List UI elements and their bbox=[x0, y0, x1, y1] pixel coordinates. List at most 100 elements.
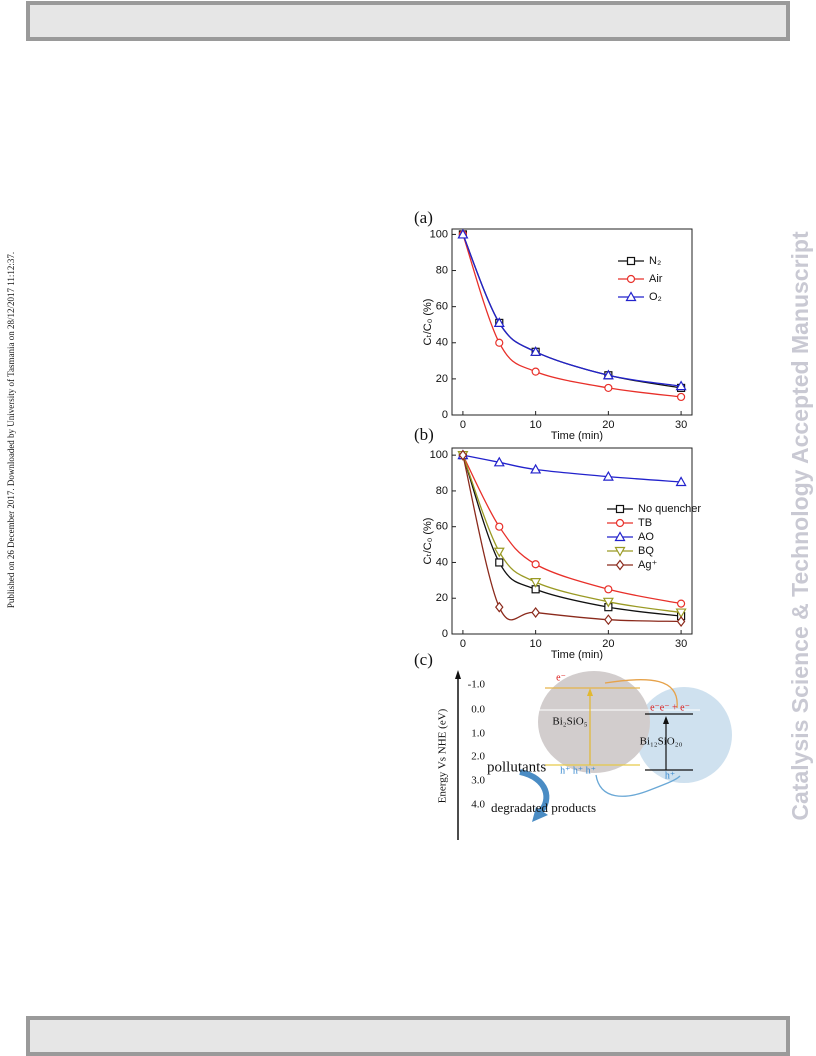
x-tick-label: 20 bbox=[602, 419, 614, 431]
arrow-head bbox=[532, 807, 548, 822]
arrow-head bbox=[455, 670, 461, 679]
hole-transfer bbox=[595, 774, 681, 797]
y-tick-label: 60 bbox=[436, 521, 448, 533]
y-axis-label: Cₜ/C₀ (%) bbox=[422, 299, 434, 346]
marker bbox=[531, 607, 540, 619]
y-tick-label: 20 bbox=[436, 592, 448, 604]
marker bbox=[625, 291, 637, 302]
series-line bbox=[462, 454, 682, 483]
plot-frame bbox=[451, 447, 693, 635]
marker bbox=[675, 380, 687, 391]
chart: 0 20 40 60 80 100 0 10 20 30 Time (min) Cₜ/C₀ (%) N₂… bbox=[422, 228, 693, 442]
legend-label: AO bbox=[638, 531, 654, 543]
marker bbox=[493, 547, 505, 558]
marker bbox=[495, 601, 504, 613]
marker bbox=[602, 597, 614, 608]
tick-label: 2.0 bbox=[471, 751, 485, 763]
legend-label: No quencher bbox=[638, 503, 701, 515]
electron-label: e⁻e⁻ + e⁻ bbox=[650, 702, 690, 713]
tick-label: 0.0 bbox=[471, 704, 485, 716]
legend-label: Air bbox=[649, 273, 663, 285]
tick-label: 3.0 bbox=[471, 775, 485, 787]
panel-label: (c) bbox=[414, 650, 433, 669]
marker bbox=[530, 346, 542, 356]
side-note: Published on 26 December 2017. Downloade… bbox=[6, 252, 16, 608]
marker bbox=[626, 256, 636, 266]
y-tick-label: 40 bbox=[436, 337, 448, 349]
marker bbox=[676, 599, 686, 608]
y-tick-label: 80 bbox=[436, 264, 448, 276]
panel-label: (b) bbox=[414, 425, 434, 444]
marker bbox=[676, 616, 686, 627]
marker bbox=[457, 228, 469, 239]
marker bbox=[458, 449, 468, 461]
x-axis-label: Time (min) bbox=[551, 649, 603, 661]
product-label: degradated products bbox=[491, 800, 596, 815]
marker bbox=[615, 518, 625, 528]
y-axis-label: Cₜ/C₀ (%) bbox=[422, 518, 434, 565]
marker bbox=[614, 546, 626, 557]
marker bbox=[530, 463, 542, 474]
marker bbox=[493, 317, 505, 328]
marker bbox=[615, 559, 625, 571]
hole-label: h⁺ h⁺ h⁺ bbox=[560, 765, 596, 776]
y-tick-label: 20 bbox=[436, 373, 448, 385]
y-tick-label: 0 bbox=[442, 628, 448, 640]
x-tick-label: 0 bbox=[460, 638, 466, 650]
marker bbox=[495, 558, 504, 567]
material-label: Bi₂SiO₅ bbox=[552, 716, 587, 728]
legend-label: O₂ bbox=[649, 291, 662, 303]
electron-transfer bbox=[604, 679, 678, 709]
x-tick-label: 30 bbox=[675, 638, 687, 650]
reaction-arrow bbox=[519, 769, 550, 815]
electron-label: e⁻ bbox=[556, 672, 566, 683]
x-tick-label: 10 bbox=[530, 638, 542, 650]
y-tick-label: 100 bbox=[430, 449, 448, 461]
legend-label: TB bbox=[638, 517, 652, 529]
marker bbox=[531, 560, 540, 569]
x-tick-label: 0 bbox=[460, 419, 466, 431]
marker bbox=[495, 522, 504, 531]
particle-left bbox=[538, 671, 650, 773]
marker bbox=[531, 367, 540, 376]
series-line bbox=[462, 455, 682, 623]
arrow-head bbox=[663, 716, 669, 724]
x-tick-label: 10 bbox=[530, 419, 542, 431]
marker bbox=[530, 578, 542, 588]
marker bbox=[604, 383, 613, 393]
material-label: Bi₁₂SiO₂₀ bbox=[640, 736, 683, 748]
marker bbox=[602, 369, 614, 380]
band-diagram: Energy Vs NHE (eV) -1.0 0.0 1.0 2.0 3.0 … bbox=[437, 670, 732, 840]
x-axis-label: Time (min) bbox=[551, 430, 603, 442]
y-tick-label: 100 bbox=[430, 228, 448, 240]
particle-right bbox=[636, 687, 732, 783]
marker bbox=[602, 470, 614, 481]
series-line bbox=[462, 454, 682, 605]
marker bbox=[604, 614, 613, 626]
watermark: Catalysis Science & Technology Accepted … bbox=[787, 231, 813, 821]
x-tick-label: 30 bbox=[675, 419, 687, 431]
marker bbox=[493, 456, 505, 467]
footer-bar bbox=[26, 1016, 790, 1056]
y-tick-label: 80 bbox=[436, 485, 448, 497]
marker bbox=[626, 274, 636, 284]
marker bbox=[495, 338, 504, 347]
tick-label: 4.0 bbox=[471, 799, 485, 811]
marker bbox=[676, 392, 686, 402]
marker bbox=[675, 608, 687, 619]
tick-label: 1.0 bbox=[471, 728, 485, 740]
x-tick-label: 20 bbox=[602, 638, 614, 650]
legend-label: N₂ bbox=[649, 255, 661, 267]
marker bbox=[675, 476, 687, 487]
legend-label: BQ bbox=[638, 545, 654, 557]
arrow-head bbox=[587, 688, 593, 696]
axis-label: Energy Vs NHE (eV) bbox=[437, 708, 449, 803]
y-tick-label: 0 bbox=[442, 409, 448, 421]
reactant-label: pollutants bbox=[487, 759, 546, 775]
y-tick-label: 40 bbox=[436, 556, 448, 568]
plot-frame bbox=[451, 228, 693, 416]
chart: 0 20 40 60 80 100 0 10 20 30 Time (min) Cₜ/C₀ (%) No… bbox=[422, 447, 701, 661]
legend-label: Ag⁺ bbox=[638, 559, 657, 571]
header-bar bbox=[26, 1, 790, 41]
marker bbox=[614, 531, 626, 542]
